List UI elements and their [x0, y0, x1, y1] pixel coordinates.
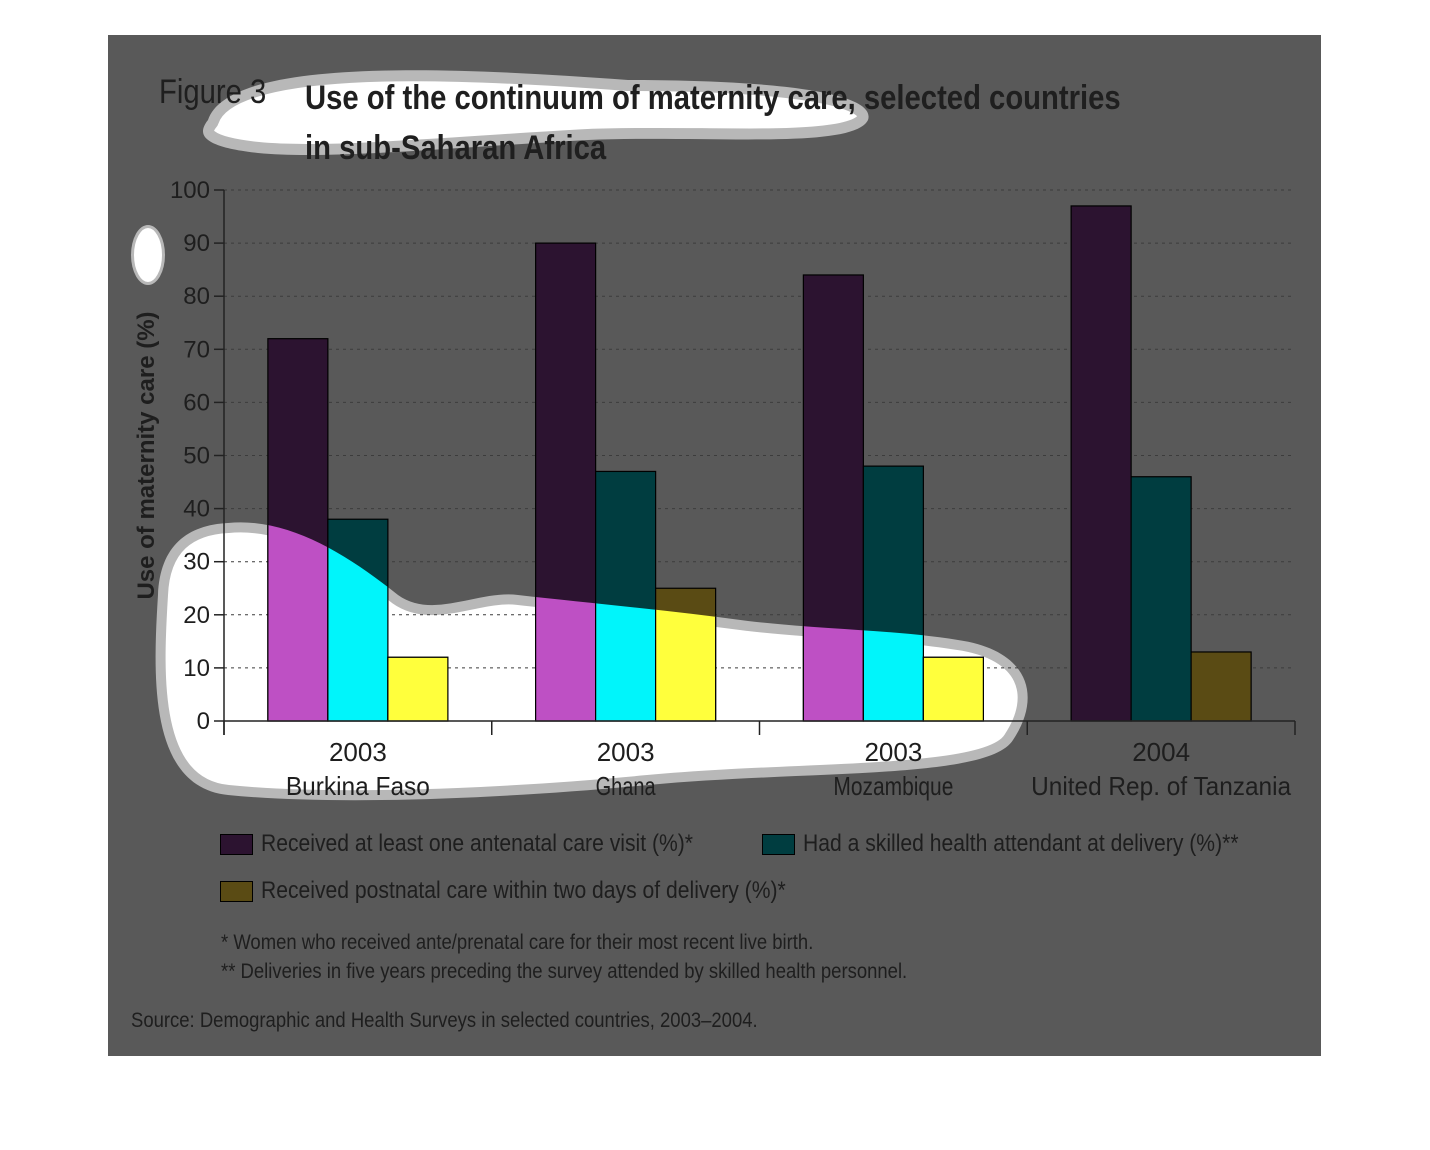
bar-postnatal-highlight: [922, 656, 984, 722]
bar-postnatal-highlight: [387, 656, 449, 722]
figure-title-line-2: in sub-Saharan Africa: [305, 129, 607, 167]
figure-panel: Figure 3 Use of the continuum of materni…: [108, 35, 1321, 1056]
bar-postnatal: [1190, 651, 1252, 722]
footnote-2: ** Deliveries in five years preceding th…: [221, 960, 908, 983]
y-tick-label: 0: [197, 708, 210, 735]
x-tick-label-year: 2003: [329, 737, 387, 767]
legend-swatch-skilled: [762, 833, 795, 855]
y-tick-label: 50: [183, 443, 210, 470]
footnote-1: * Women who received ante/prenatal care …: [221, 931, 814, 954]
source-note: Source: Demographic and Health Surveys i…: [131, 1009, 758, 1032]
y-tick-label: 60: [183, 389, 210, 416]
y-tick-label: 20: [183, 602, 210, 629]
x-tick-label-country: Mozambique: [833, 771, 953, 801]
bar-antenatal-highlight: [267, 522, 329, 722]
y-tick-label: 70: [183, 336, 210, 363]
bar-chart: 0 10 20 30 40 50 60 70 80 90 100 Use of maternity c…: [133, 177, 1296, 801]
bar-skilled: [1130, 476, 1192, 722]
x-tick-label-country: Burkina Faso: [286, 771, 430, 801]
y-tick-label: 30: [183, 549, 210, 576]
legend-item-postnatal: Received postnatal care within two days …: [220, 877, 857, 905]
figure-label: Figure 3: [159, 73, 267, 111]
x-tick-label-year: 2004: [1132, 737, 1190, 767]
figure-title: Use of the continuum of maternity care, …: [305, 73, 1121, 173]
y-tick-label: 90: [183, 230, 210, 257]
y-tick-label: 40: [183, 496, 210, 523]
legend-swatch-antenatal: [220, 833, 253, 855]
legend-item-antenatal: Received at least one antenatal care vis…: [220, 830, 752, 858]
legend-item-skilled: Had a skilled health attendant at delive…: [762, 830, 1298, 858]
x-tick-label-year: 2003: [597, 737, 655, 767]
bar-antenatal: [1070, 205, 1132, 722]
figure-title-line-1: Use of the continuum of maternity care, …: [305, 79, 1121, 117]
y-tick-label: 80: [183, 283, 210, 310]
y-tick-label: 10: [183, 655, 210, 682]
y-tick-label: 100: [170, 177, 210, 204]
legend-label-skilled: Had a skilled health attendant at delive…: [803, 830, 1239, 857]
legend-swatch-postnatal: [220, 880, 253, 902]
x-tick-label-year: 2003: [864, 737, 922, 767]
legend-label-antenatal: Received at least one antenatal care vis…: [261, 830, 694, 857]
x-tick-label-country: Ghana: [596, 771, 656, 801]
legend-label-postnatal: Received postnatal care within two days …: [261, 877, 786, 904]
y-axis-title: Use of maternity care (%): [133, 311, 160, 599]
x-tick-label-country: United Rep. of Tanzania: [1031, 771, 1291, 801]
